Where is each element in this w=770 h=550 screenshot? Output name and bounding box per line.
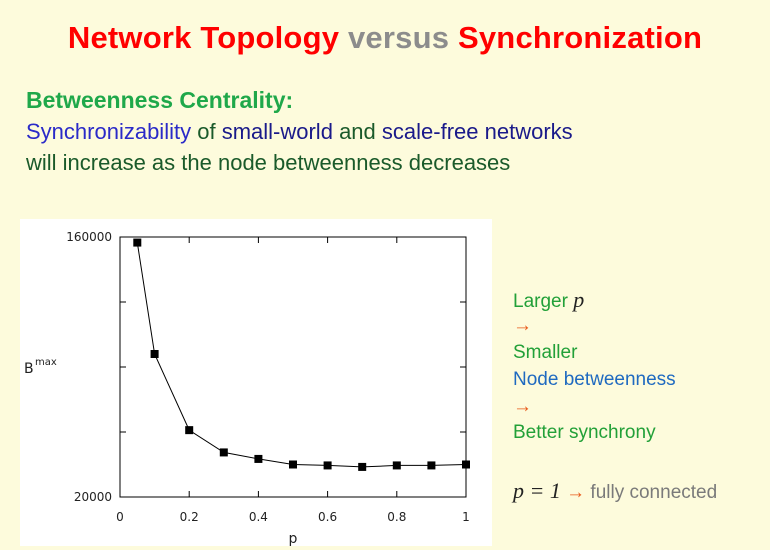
note-better-synchrony: Better synchrony bbox=[513, 422, 656, 443]
slide-title: Network Topology versus Synchronization bbox=[0, 20, 770, 56]
y-tick-label: 160000 bbox=[66, 230, 112, 244]
data-point bbox=[185, 426, 194, 435]
word-and: and bbox=[339, 119, 376, 144]
y-tick-label: 20000 bbox=[74, 490, 112, 504]
term-synchronizability: Synchronizability bbox=[26, 119, 192, 144]
note-fully-connected: p = 1 → fully connected bbox=[513, 478, 717, 504]
data-point bbox=[462, 460, 470, 469]
y-axis-label-sup: max bbox=[35, 357, 57, 368]
body-line-2: will increase as the node betweenness de… bbox=[26, 150, 511, 175]
plot-frame bbox=[119, 236, 467, 498]
data-point bbox=[358, 462, 367, 471]
note-p-equals-1: p = 1 bbox=[513, 478, 561, 503]
term-scale-free: scale-free networks bbox=[381, 119, 573, 144]
x-tick-label: 0 bbox=[116, 510, 124, 524]
title-part-3: Synchronization bbox=[457, 20, 703, 55]
body-line-1: Synchronizability of small-world and sca… bbox=[26, 119, 573, 145]
note-larger-text: Larger bbox=[513, 291, 568, 312]
word-of: of bbox=[197, 119, 216, 144]
x-tick-label: 1 bbox=[462, 510, 470, 524]
arrow-1-icon: → bbox=[513, 315, 532, 336]
x-tick-label: 0.2 bbox=[180, 510, 199, 524]
term-small-world: small-world bbox=[221, 119, 333, 144]
data-point bbox=[289, 460, 297, 469]
note-fully-connected-text: fully connected bbox=[590, 482, 718, 503]
betweenness-chart: 0 0.2 0.4 0.6 0.8 1 20000 160000 p B max bbox=[24, 230, 470, 547]
title-part-1: Network Topology bbox=[67, 20, 340, 55]
subheading: Betweenness Centrality: bbox=[26, 87, 294, 113]
title-part-2: versus bbox=[347, 20, 450, 55]
data-point bbox=[392, 461, 401, 470]
data-point bbox=[427, 461, 436, 470]
y-axis-label: B bbox=[24, 361, 34, 377]
note-larger-p: p bbox=[573, 287, 585, 312]
data-point bbox=[150, 350, 159, 358]
x-axis-label: p bbox=[289, 531, 298, 546]
data-point bbox=[219, 448, 228, 457]
data-point bbox=[323, 461, 332, 470]
data-point bbox=[254, 454, 263, 463]
data-point bbox=[133, 238, 142, 247]
note-smaller: Smaller bbox=[513, 342, 578, 363]
arrow-2-icon: → bbox=[513, 396, 532, 417]
arrow-3-icon: → bbox=[566, 482, 586, 503]
x-tick-label: 0.6 bbox=[318, 510, 337, 524]
note-node-betweenness: Node betweenness bbox=[513, 369, 676, 390]
note-larger: Larger p bbox=[513, 287, 584, 313]
x-tick-label: 0.8 bbox=[387, 510, 406, 524]
x-tick-label: 0.4 bbox=[249, 510, 268, 524]
